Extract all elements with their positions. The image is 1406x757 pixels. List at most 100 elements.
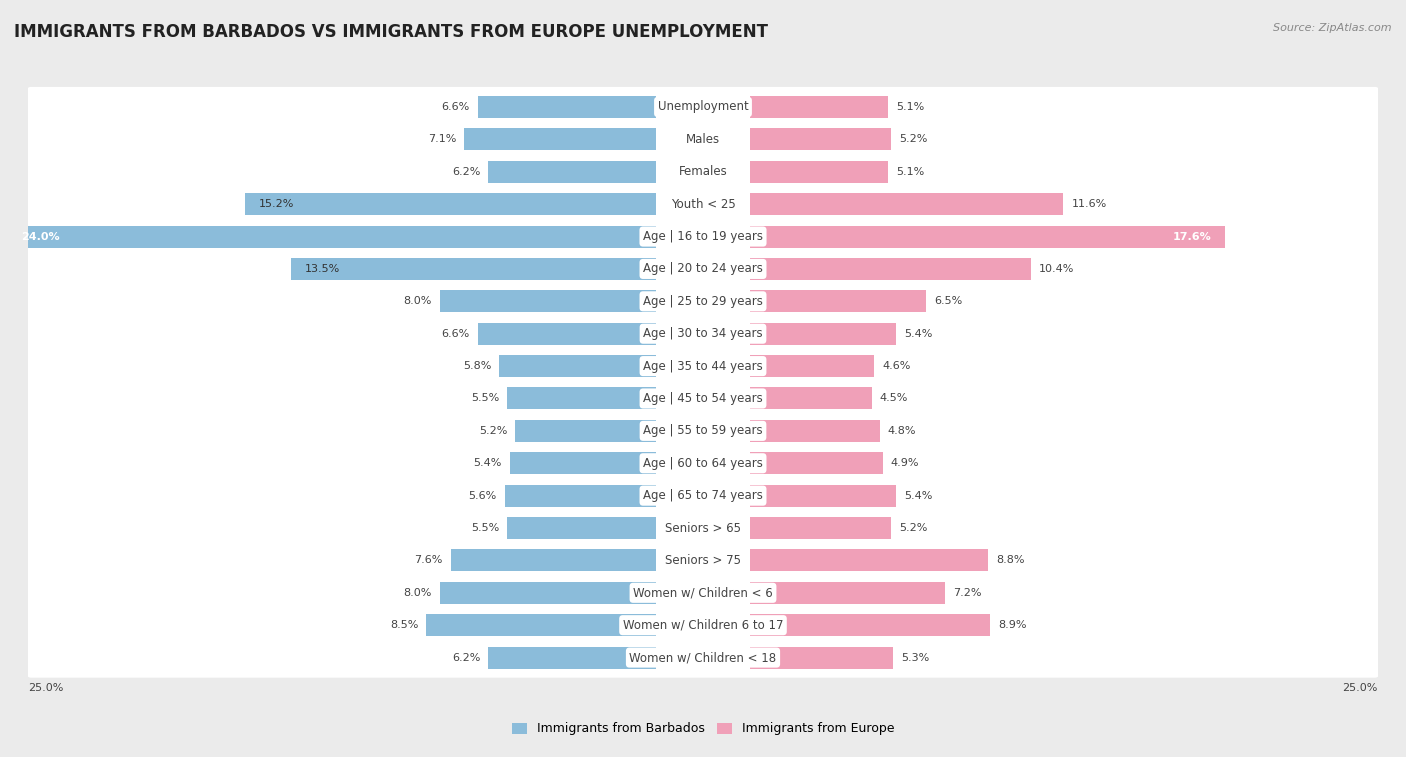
FancyBboxPatch shape bbox=[27, 217, 1379, 257]
Text: 5.4%: 5.4% bbox=[474, 458, 502, 469]
Text: 17.6%: 17.6% bbox=[1173, 232, 1212, 241]
Bar bbox=[8, 226, 655, 248]
Bar bbox=[751, 355, 875, 377]
Bar bbox=[751, 160, 889, 182]
Text: Seniors > 65: Seniors > 65 bbox=[665, 522, 741, 534]
Text: 4.5%: 4.5% bbox=[880, 394, 908, 403]
Bar bbox=[440, 290, 655, 313]
Text: 25.0%: 25.0% bbox=[28, 684, 63, 693]
Bar bbox=[751, 388, 872, 410]
Text: Seniors > 75: Seniors > 75 bbox=[665, 554, 741, 567]
Bar bbox=[751, 193, 1063, 215]
FancyBboxPatch shape bbox=[27, 184, 1379, 224]
Bar bbox=[516, 420, 655, 442]
Text: 4.9%: 4.9% bbox=[890, 458, 920, 469]
FancyBboxPatch shape bbox=[27, 249, 1379, 289]
Text: 5.2%: 5.2% bbox=[898, 523, 927, 533]
Text: Unemployment: Unemployment bbox=[658, 101, 748, 114]
Bar bbox=[499, 355, 655, 377]
Text: Age | 45 to 54 years: Age | 45 to 54 years bbox=[643, 392, 763, 405]
FancyBboxPatch shape bbox=[27, 87, 1379, 127]
Bar bbox=[510, 452, 655, 475]
Bar bbox=[478, 322, 655, 344]
FancyBboxPatch shape bbox=[27, 508, 1379, 548]
Text: 6.6%: 6.6% bbox=[441, 102, 470, 112]
Bar bbox=[291, 258, 655, 280]
FancyBboxPatch shape bbox=[27, 637, 1379, 678]
Text: 24.0%: 24.0% bbox=[21, 232, 60, 241]
FancyBboxPatch shape bbox=[27, 540, 1379, 581]
Text: 5.1%: 5.1% bbox=[896, 102, 924, 112]
Text: 8.8%: 8.8% bbox=[995, 556, 1025, 565]
Bar bbox=[488, 160, 655, 182]
Text: 7.2%: 7.2% bbox=[953, 587, 981, 598]
Text: 6.2%: 6.2% bbox=[451, 653, 481, 662]
Text: Women w/ Children < 6: Women w/ Children < 6 bbox=[633, 587, 773, 600]
Text: 8.0%: 8.0% bbox=[404, 587, 432, 598]
Text: 5.2%: 5.2% bbox=[898, 135, 927, 145]
Bar bbox=[751, 614, 990, 636]
Text: Females: Females bbox=[679, 165, 727, 178]
Text: 5.2%: 5.2% bbox=[479, 426, 508, 436]
Text: IMMIGRANTS FROM BARBADOS VS IMMIGRANTS FROM EUROPE UNEMPLOYMENT: IMMIGRANTS FROM BARBADOS VS IMMIGRANTS F… bbox=[14, 23, 768, 41]
Legend: Immigrants from Barbados, Immigrants from Europe: Immigrants from Barbados, Immigrants fro… bbox=[506, 718, 900, 740]
Bar bbox=[440, 582, 655, 604]
Bar bbox=[488, 646, 655, 668]
Bar bbox=[751, 550, 988, 572]
Text: 4.6%: 4.6% bbox=[883, 361, 911, 371]
Bar bbox=[478, 96, 655, 118]
Bar bbox=[751, 226, 1226, 248]
Text: Males: Males bbox=[686, 133, 720, 146]
Bar bbox=[751, 290, 925, 313]
Text: 6.2%: 6.2% bbox=[451, 167, 481, 177]
FancyBboxPatch shape bbox=[27, 282, 1379, 322]
Text: 8.5%: 8.5% bbox=[389, 620, 418, 630]
Bar bbox=[751, 420, 880, 442]
FancyBboxPatch shape bbox=[27, 346, 1379, 386]
Text: 11.6%: 11.6% bbox=[1071, 199, 1107, 209]
Text: Age | 35 to 44 years: Age | 35 to 44 years bbox=[643, 360, 763, 372]
Text: 5.6%: 5.6% bbox=[468, 491, 496, 500]
Text: 4.8%: 4.8% bbox=[889, 426, 917, 436]
Text: Age | 25 to 29 years: Age | 25 to 29 years bbox=[643, 294, 763, 308]
Bar bbox=[751, 258, 1031, 280]
Text: 13.5%: 13.5% bbox=[305, 264, 340, 274]
Text: 6.6%: 6.6% bbox=[441, 329, 470, 338]
FancyBboxPatch shape bbox=[27, 573, 1379, 613]
Text: Age | 20 to 24 years: Age | 20 to 24 years bbox=[643, 263, 763, 276]
FancyBboxPatch shape bbox=[27, 151, 1379, 192]
Text: 5.4%: 5.4% bbox=[904, 329, 932, 338]
Text: 5.5%: 5.5% bbox=[471, 394, 499, 403]
Bar bbox=[508, 517, 655, 539]
Text: Youth < 25: Youth < 25 bbox=[671, 198, 735, 210]
Text: 5.4%: 5.4% bbox=[904, 491, 932, 500]
FancyBboxPatch shape bbox=[27, 605, 1379, 645]
Text: 8.9%: 8.9% bbox=[998, 620, 1028, 630]
Text: 5.1%: 5.1% bbox=[896, 167, 924, 177]
Text: 7.1%: 7.1% bbox=[427, 135, 456, 145]
Bar bbox=[751, 96, 889, 118]
FancyBboxPatch shape bbox=[27, 378, 1379, 419]
Bar bbox=[751, 484, 896, 506]
Bar bbox=[505, 484, 655, 506]
Bar bbox=[508, 388, 655, 410]
Text: 5.5%: 5.5% bbox=[471, 523, 499, 533]
Bar bbox=[426, 614, 655, 636]
Bar bbox=[450, 550, 655, 572]
FancyBboxPatch shape bbox=[27, 443, 1379, 483]
Bar bbox=[246, 193, 655, 215]
Text: 10.4%: 10.4% bbox=[1039, 264, 1074, 274]
Text: 15.2%: 15.2% bbox=[259, 199, 294, 209]
Bar bbox=[751, 452, 883, 475]
FancyBboxPatch shape bbox=[27, 120, 1379, 160]
Text: Age | 30 to 34 years: Age | 30 to 34 years bbox=[643, 327, 763, 340]
Text: Age | 60 to 64 years: Age | 60 to 64 years bbox=[643, 456, 763, 470]
Text: 6.5%: 6.5% bbox=[934, 296, 962, 307]
Text: 25.0%: 25.0% bbox=[1343, 684, 1378, 693]
Bar bbox=[751, 129, 890, 151]
Text: Age | 55 to 59 years: Age | 55 to 59 years bbox=[643, 425, 763, 438]
Text: Women w/ Children < 18: Women w/ Children < 18 bbox=[630, 651, 776, 664]
FancyBboxPatch shape bbox=[27, 411, 1379, 451]
Text: Source: ZipAtlas.com: Source: ZipAtlas.com bbox=[1274, 23, 1392, 33]
Text: Age | 16 to 19 years: Age | 16 to 19 years bbox=[643, 230, 763, 243]
